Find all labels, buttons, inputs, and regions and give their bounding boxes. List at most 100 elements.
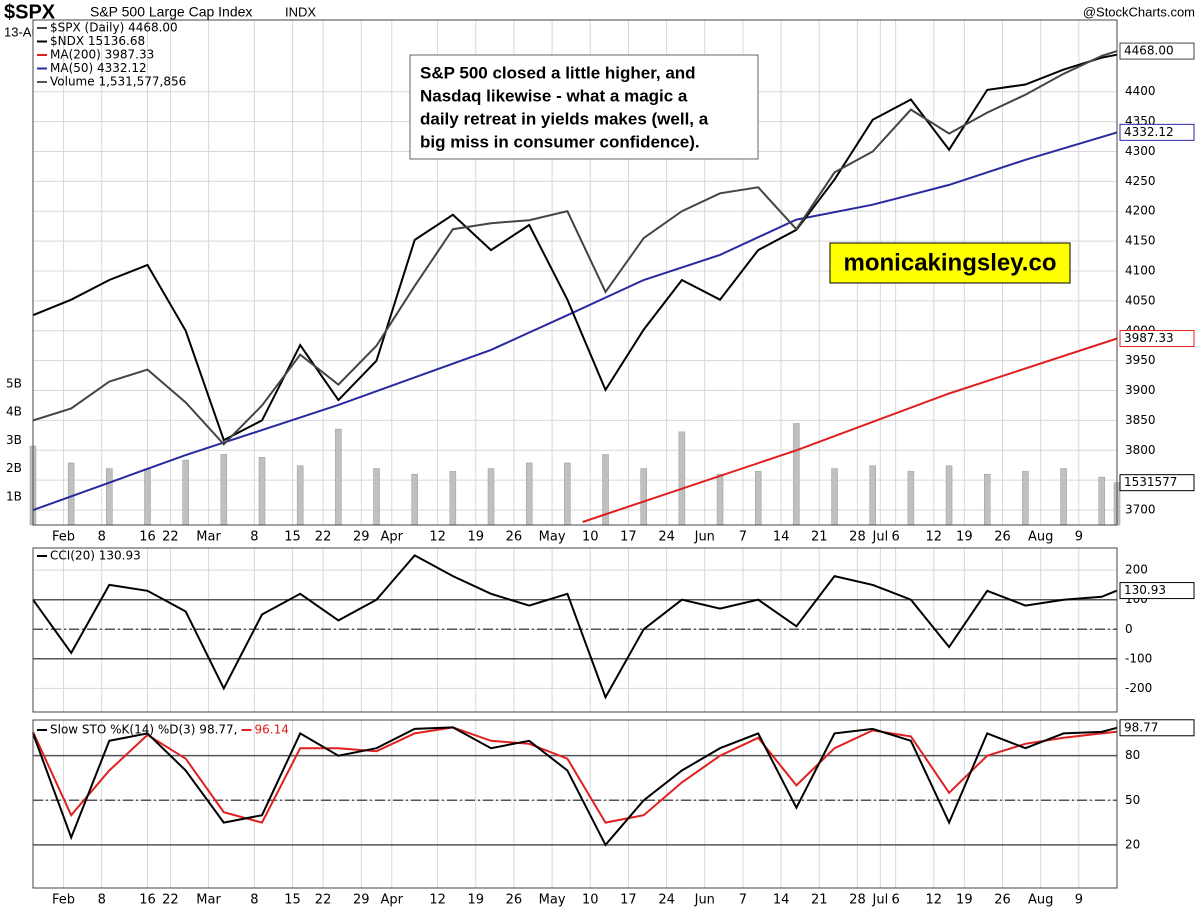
x-tick-label: 9 <box>1075 893 1083 908</box>
volume-bar <box>640 468 647 526</box>
legend-entry: 96.14 <box>254 723 288 737</box>
volume-bar <box>1022 471 1029 526</box>
volume-bar <box>449 471 457 526</box>
last-value-flag <box>1119 123 1195 141</box>
annotation-line: big miss in consumer confidence). <box>420 132 700 151</box>
y-tick-label: 3900 <box>1125 383 1156 397</box>
x-tick-label: 21 <box>811 530 828 545</box>
x-tick-label: 28 <box>849 530 866 545</box>
volume-bar <box>907 471 915 526</box>
x-tick-label: 26 <box>506 893 523 908</box>
x-tick-label: 29 <box>353 530 370 545</box>
volume-bar <box>106 468 113 526</box>
volume-bar <box>945 465 953 526</box>
volume-bar <box>182 459 189 526</box>
x-tick-label: 19 <box>956 530 973 545</box>
last-value-label: 3987.33 <box>1124 331 1174 345</box>
y-tick-label: 3850 <box>1125 413 1156 427</box>
volume-bar <box>831 468 838 526</box>
volume-bar <box>754 471 762 526</box>
legend-entry: Slow STO %K(14) %D(3) 98.77, <box>50 723 237 737</box>
last-value-label: 1531577 <box>1124 475 1177 489</box>
legend-entry: $SPX (Daily) 4468.00 <box>50 21 178 35</box>
y-tick-label: 20 <box>1125 837 1140 851</box>
x-tick-label: May <box>539 893 566 908</box>
volume-bar <box>678 431 686 526</box>
x-tick-label: 19 <box>467 530 484 545</box>
series-line <box>32 726 1118 824</box>
x-tick-label: 8 <box>98 530 106 545</box>
volume-bar <box>144 468 151 526</box>
x-tick-label: Feb <box>52 530 75 545</box>
watermark: monicakingsley.co <box>844 249 1057 276</box>
last-value-flag <box>1119 582 1195 600</box>
volume-bar <box>487 468 495 526</box>
volume-bar <box>564 462 571 526</box>
x-tick-label: Aug <box>1028 893 1053 908</box>
y-tick-label: 200 <box>1125 563 1148 577</box>
x-tick-label: 14 <box>773 530 790 545</box>
x-tick-label: 24 <box>658 893 675 908</box>
x-tick-label: 26 <box>994 893 1011 908</box>
series-line <box>32 131 1118 512</box>
x-tick-label: 10 <box>582 530 599 545</box>
y-tick-label: 4200 <box>1125 204 1156 218</box>
y-tick-label: 4050 <box>1125 293 1156 307</box>
x-tick-label: Jul <box>872 530 889 545</box>
last-value-flag <box>1119 719 1195 737</box>
x-tick-label: 17 <box>620 893 637 908</box>
volume-bar <box>525 462 533 526</box>
volume-bar <box>1060 468 1067 526</box>
x-tick-label: 10 <box>582 893 599 908</box>
x-tick-label: 16 <box>139 893 156 908</box>
last-value-flag <box>1119 474 1195 492</box>
volume-bar <box>296 465 304 526</box>
x-tick-label: 24 <box>658 530 675 545</box>
volume-bar <box>1098 476 1105 526</box>
x-tick-label: Apr <box>381 893 404 908</box>
y2-tick-label: 3B <box>6 433 22 447</box>
x-tick-label: Mar <box>196 530 221 545</box>
y-tick-label: 50 <box>1125 793 1140 807</box>
x-tick-label: 7 <box>739 530 747 545</box>
x-tick-label: 21 <box>811 893 828 908</box>
y-tick-label: 4250 <box>1125 174 1156 188</box>
annotation-line: daily retreat in yields makes (well, a <box>420 109 709 128</box>
volume-bar <box>220 454 228 526</box>
last-value-label: 130.93 <box>1124 583 1166 597</box>
annotation-line: Nasdaq likewise - what a magic a <box>420 86 688 105</box>
x-tick-label: Jul <box>872 893 889 908</box>
series-line <box>32 50 1118 446</box>
y-tick-label: 4100 <box>1125 264 1156 278</box>
symbol: $SPX <box>4 1 56 23</box>
volume-bar <box>793 423 800 526</box>
y2-tick-label: 2B <box>6 461 22 475</box>
x-tick-label: 26 <box>506 530 523 545</box>
legend-entry: Volume 1,531,577,856 <box>50 75 186 89</box>
volume-bar <box>983 473 991 526</box>
volume-bar <box>869 465 876 526</box>
volume-bar <box>716 473 724 526</box>
last-value-flag <box>1119 42 1195 60</box>
annotation-line: S&P 500 closed a little higher, and <box>420 63 696 82</box>
x-tick-label: 28 <box>849 893 866 908</box>
x-tick-label: 29 <box>353 893 370 908</box>
x-tick-label: 17 <box>620 530 637 545</box>
x-tick-label: 19 <box>467 893 484 908</box>
panel-frame <box>32 19 1118 526</box>
x-tick-label: 6 <box>891 893 899 908</box>
series-line <box>32 53 1118 442</box>
plot-area <box>33 720 1117 888</box>
x-tick-label: Mar <box>196 893 221 908</box>
panel-frame <box>32 719 1118 889</box>
y-tick-label: 4150 <box>1125 234 1156 248</box>
y-tick-label: 80 <box>1125 748 1140 762</box>
x-tick-label: 12 <box>429 893 446 908</box>
x-tick-label: Apr <box>381 530 404 545</box>
x-tick-label: Aug <box>1028 530 1053 545</box>
annotation: S&P 500 closed a little higher, and Nasda… <box>420 63 709 151</box>
volume-bar <box>335 428 342 526</box>
y-tick-label: 0 <box>1125 622 1133 636</box>
